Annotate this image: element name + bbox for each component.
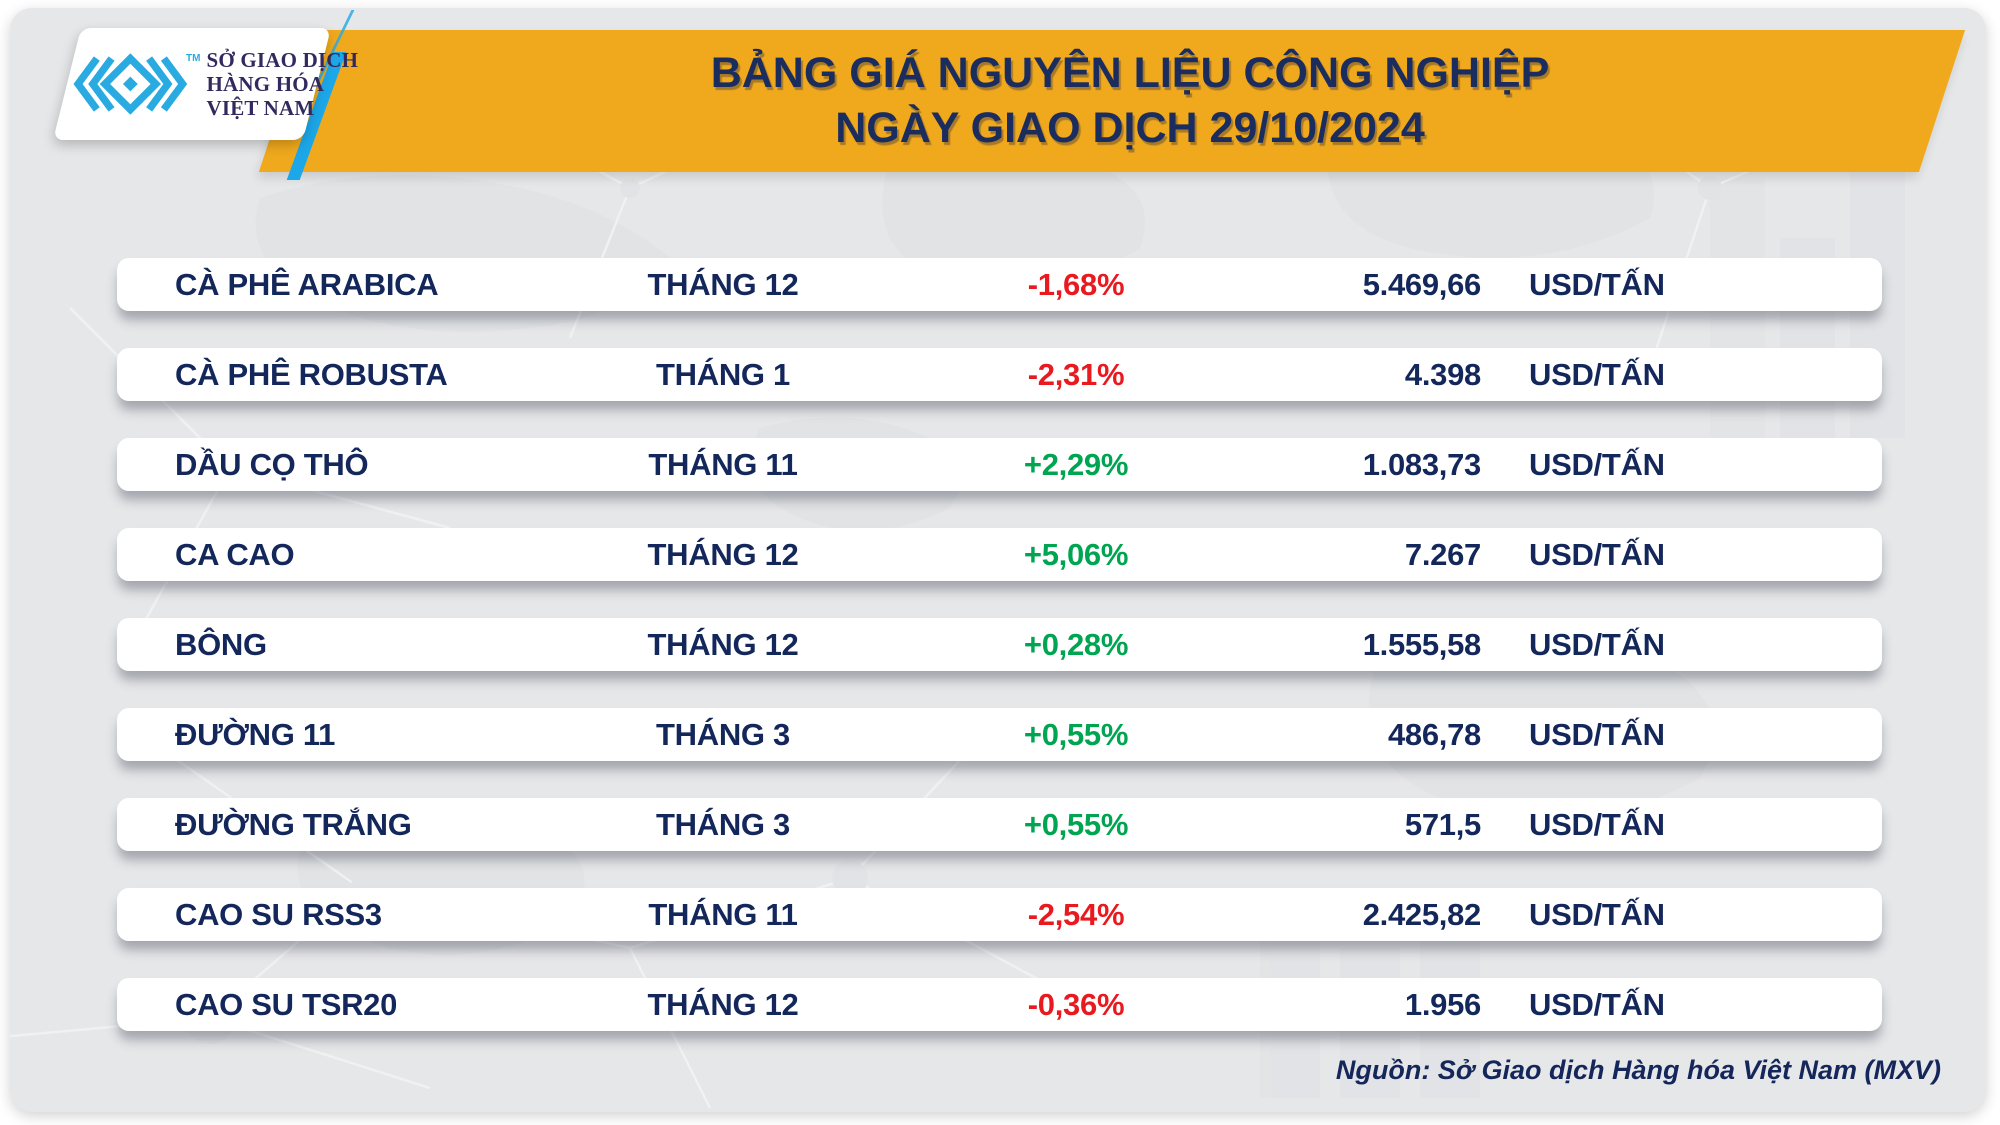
mxv-logo: TM SỞ GIAO DỊCH HÀNG HÓA VIỆT NAM	[70, 36, 358, 132]
title-line-2: NGÀY GIAO DỊCH 29/10/2024	[835, 104, 1425, 152]
logo-text-line-3: VIỆT NAM	[206, 96, 315, 120]
commodity-name: CÀ PHÊ ARABICA	[175, 266, 439, 302]
price-unit: USD/TẤN	[1529, 446, 1665, 482]
table-row: BÔNG THÁNG 12 +0,28% 1.555,58 USD/TẤN	[117, 618, 1882, 671]
table-row: CÀ PHÊ ARABICA THÁNG 12 -1,68% 5.469,66 …	[117, 258, 1882, 311]
contract-month: THÁNG 11	[648, 896, 798, 932]
price-value: 4.398	[1404, 356, 1481, 392]
contract-month: THÁNG 12	[647, 986, 799, 1022]
contract-month: THÁNG 11	[648, 446, 798, 482]
change-percent: +5,06%	[1023, 536, 1129, 572]
price-value: 571,5	[1404, 806, 1481, 842]
title-line-1: BẢNG GIÁ NGUYÊN LIỆU CÔNG NGHIỆP	[710, 49, 1550, 97]
contract-month: THÁNG 12	[647, 626, 799, 662]
mxv-logo-icon	[73, 53, 188, 115]
contract-month: THÁNG 1	[656, 356, 790, 392]
commodity-name: CAO SU RSS3	[175, 896, 382, 932]
change-percent: +2,29%	[1023, 446, 1129, 482]
change-percent: +0,55%	[1023, 716, 1129, 752]
change-percent: -1,68%	[1027, 266, 1125, 302]
contract-month: THÁNG 12	[647, 536, 799, 572]
change-percent: +0,55%	[1023, 806, 1129, 842]
contract-month: THÁNG 3	[656, 806, 790, 842]
table-row: CÀ PHÊ ROBUSTA THÁNG 1 -2,31% 4.398 USD/…	[117, 348, 1882, 401]
change-percent: +0,28%	[1023, 626, 1129, 662]
table-row: ĐƯỜNG TRẮNG THÁNG 3 +0,55% 571,5 USD/TẤN	[117, 798, 1882, 851]
price-unit: USD/TẤN	[1529, 716, 1665, 752]
commodity-name: CÀ PHÊ ROBUSTA	[175, 356, 448, 392]
price-value: 1.555,58	[1362, 626, 1482, 662]
commodity-name: ĐƯỜNG 11	[175, 716, 336, 752]
logo-wordmark: SỞ GIAO DỊCH HÀNG HÓA VIỆT NAM	[206, 48, 358, 120]
price-table: CÀ PHÊ ARABICA THÁNG 12 -1,68% 5.469,66 …	[117, 258, 1882, 1068]
price-unit: USD/TẤN	[1529, 806, 1665, 842]
price-value: 5.469,66	[1362, 266, 1482, 302]
table-row: CA CAO THÁNG 12 +5,06% 7.267 USD/TẤN	[117, 528, 1882, 581]
trademark-symbol: TM	[186, 52, 201, 64]
price-value: 2.425,82	[1362, 896, 1482, 932]
price-unit: USD/TẤN	[1529, 536, 1665, 572]
commodity-name: CA CAO	[175, 536, 295, 572]
table-row: DẦU CỌ THÔ THÁNG 11 +2,29% 1.083,73 USD/…	[117, 438, 1882, 491]
table-row: CAO SU RSS3 THÁNG 11 -2,54% 2.425,82 USD…	[117, 888, 1882, 941]
source-note: Nguồn: Sở Giao dịch Hàng hóa Việt Nam (M…	[1335, 1055, 1941, 1085]
price-unit: USD/TẤN	[1529, 896, 1665, 932]
commodity-name: CAO SU TSR20	[175, 986, 398, 1022]
price-unit: USD/TẤN	[1529, 266, 1665, 302]
commodity-name: BÔNG	[175, 626, 267, 662]
background-card: BẢNG GIÁ NGUYÊN LIỆU CÔNG NGHIỆP NGÀY GI…	[10, 8, 1986, 1112]
price-value: 1.083,73	[1362, 446, 1482, 482]
price-unit: USD/TẤN	[1529, 626, 1665, 662]
change-percent: -2,31%	[1027, 356, 1125, 392]
change-percent: -2,54%	[1027, 896, 1125, 932]
price-value: 7.267	[1404, 536, 1481, 572]
price-unit: USD/TẤN	[1529, 356, 1665, 392]
table-row: CAO SU TSR20 THÁNG 12 -0,36% 1.956 USD/T…	[117, 978, 1882, 1031]
commodity-name: ĐƯỜNG TRẮNG	[175, 806, 412, 842]
price-value: 1.956	[1404, 986, 1481, 1022]
logo-text-line-1: SỞ GIAO DỊCH	[206, 48, 359, 72]
table-row: ĐƯỜNG 11 THÁNG 3 +0,55% 486,78 USD/TẤN	[117, 708, 1882, 761]
price-value: 486,78	[1387, 716, 1481, 752]
contract-month: THÁNG 3	[656, 716, 790, 752]
price-unit: USD/TẤN	[1529, 986, 1665, 1022]
commodity-name: DẦU CỌ THÔ	[175, 446, 369, 482]
change-percent: -0,36%	[1027, 986, 1125, 1022]
page-title: BẢNG GIÁ NGUYÊN LIỆU CÔNG NGHIỆP NGÀY GI…	[340, 30, 1920, 172]
logo-text-line-2: HÀNG HÓA	[206, 72, 325, 96]
contract-month: THÁNG 12	[647, 266, 799, 302]
